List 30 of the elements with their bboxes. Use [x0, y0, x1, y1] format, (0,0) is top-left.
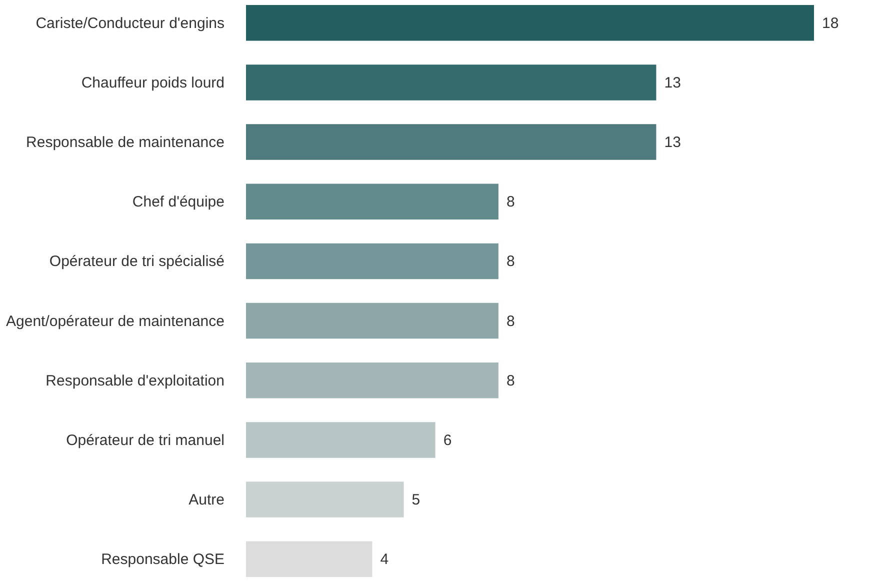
y-tick-label: Chef d'équipe — [132, 194, 224, 211]
bar — [246, 302, 498, 339]
data-label: 5 — [412, 492, 420, 509]
bar — [246, 541, 372, 578]
data-label: 18 — [822, 14, 839, 32]
y-tick-label: Agent/opérateur de maintenance — [6, 312, 224, 330]
bar — [246, 184, 498, 220]
data-label: 8 — [506, 372, 515, 390]
bar — [246, 4, 814, 41]
bar — [246, 64, 656, 100]
bar — [246, 482, 404, 518]
y-tick-label: Responsable de maintenance — [26, 134, 224, 152]
y-tick-label: Opérateur de tri spécialisé — [49, 253, 224, 270]
y-tick-label: Responsable d'exploitation — [46, 372, 224, 390]
y-tick-label: Cariste/Conducteur d'engins — [36, 14, 224, 32]
y-tick-label: Autre — [188, 492, 224, 509]
data-label: 8 — [506, 312, 515, 330]
data-label: 13 — [664, 74, 681, 92]
data-label: 13 — [664, 134, 681, 152]
y-tick-label: Chauffeur poids lourd — [81, 74, 224, 92]
y-tick-label: Responsable QSE — [101, 551, 224, 568]
bar — [246, 362, 498, 398]
data-label: 8 — [506, 253, 515, 270]
bar — [246, 243, 498, 280]
y-tick-label: Opérateur de tri manuel — [66, 432, 224, 449]
bar — [246, 422, 436, 458]
data-label: 6 — [443, 432, 452, 449]
data-label: 4 — [380, 551, 389, 568]
bar — [246, 124, 656, 160]
data-label: 8 — [506, 194, 515, 211]
